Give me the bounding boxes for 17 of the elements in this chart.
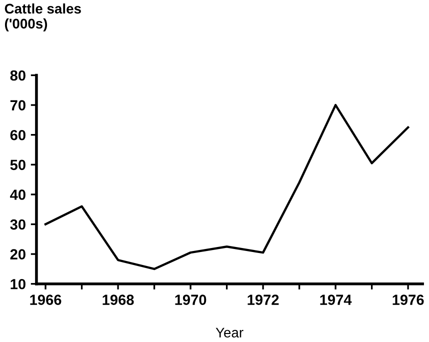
line-series: [44, 104, 410, 270]
y-tick-label: 60: [10, 130, 26, 140]
y-tick-label: 80: [10, 70, 26, 81]
x-axis-title: Year: [216, 328, 244, 338]
x-tick-label: 1970: [175, 294, 206, 305]
chart-title: Cattle sales ('000s): [4, 3, 81, 32]
x-tick-label: 1968: [102, 294, 134, 305]
x-tick-label: 1976: [392, 294, 424, 305]
x-tick-label: 1974: [320, 294, 352, 305]
x-tick-label: 1972: [248, 294, 279, 305]
y-tick-label: 70: [10, 100, 26, 110]
x-tick-label: 1966: [30, 294, 62, 305]
y-tick-label: 40: [10, 190, 26, 200]
y-tick-label: 10: [10, 278, 26, 290]
y-tick-label: 30: [10, 219, 26, 230]
y-tick-label: 50: [10, 160, 26, 170]
y-tick-label: 20: [10, 249, 26, 260]
